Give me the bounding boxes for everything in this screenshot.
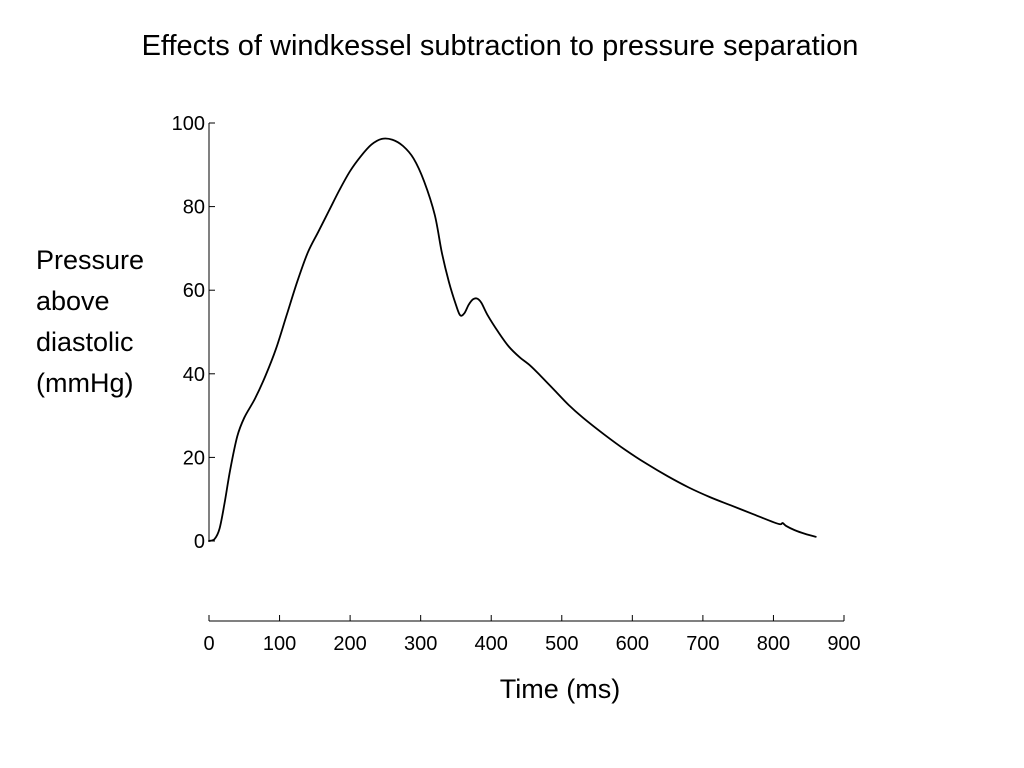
y-axis-label-line: Pressure xyxy=(36,245,145,275)
x-axis: 0 100 200 300 400 500 600 700 800 900 xyxy=(203,615,861,655)
y-tick-label: 100 xyxy=(172,113,205,135)
y-axis: 0 20 40 60 80 100 xyxy=(172,113,215,553)
x-tick-label: 900 xyxy=(827,633,860,655)
y-tick-label: 0 xyxy=(194,531,205,553)
y-tick-label: 20 xyxy=(183,447,205,469)
x-axis-label: Time (ms) xyxy=(499,674,621,704)
series-layer xyxy=(208,137,817,542)
pressure-series-line xyxy=(208,137,817,542)
x-tick-label: 500 xyxy=(545,633,578,655)
chart-title: Effects of windkessel subtraction to pre… xyxy=(141,30,859,62)
x-tick-label: 300 xyxy=(404,633,437,655)
y-tick-label: 40 xyxy=(183,364,205,386)
x-tick-label: 200 xyxy=(333,633,366,655)
y-axis-label-line: above xyxy=(36,286,110,316)
x-tick-label: 0 xyxy=(203,633,214,655)
x-tick-label: 400 xyxy=(475,633,508,655)
y-axis-label-line: diastolic xyxy=(36,327,134,357)
x-tick-label: 100 xyxy=(263,633,296,655)
y-axis-label-line: (mmHg) xyxy=(36,368,134,398)
x-tick-label: 800 xyxy=(757,633,790,655)
x-tick-label: 700 xyxy=(686,633,719,655)
y-axis-label: Pressure above diastolic (mmHg) xyxy=(36,240,144,404)
y-tick-label: 80 xyxy=(183,197,205,219)
x-tick-label: 600 xyxy=(616,633,649,655)
y-tick-label: 60 xyxy=(183,280,205,302)
